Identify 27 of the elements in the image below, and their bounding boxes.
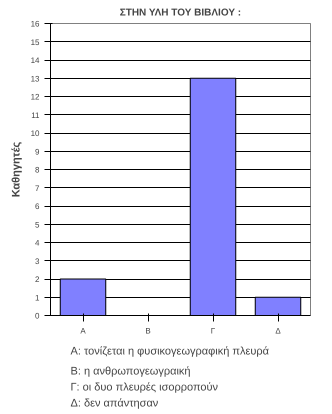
y-tick-label: 8 [35,166,40,174]
y-tick-label: 3 [35,256,40,266]
y-axis-title: Καθηγητές [10,141,23,198]
y-tick-label: 13 [30,74,40,84]
y-tick-label: 15 [30,38,40,47]
x-tick-label: Α [80,326,86,336]
x-tick-label: Β [145,326,151,336]
text: Α: τονίζεται η φυσικογεωγραφική πλευρά [70,346,270,358]
y-tick-label: 4 [35,238,40,248]
text: Β: η ανθρωπογεωγραική [70,366,191,378]
y-tick-label: 2 [35,275,40,284]
y-tick-label: 0 [35,312,40,320]
y-tick-label: 7 [35,184,40,193]
x-tick-label: Γ [210,326,216,336]
text: Γ: οι δυο πλευρές ισορροπούν [70,382,219,394]
y-tick-label: 5 [35,220,40,230]
y-tick-label: 6 [35,202,40,211]
y-tick-label: 1 [35,293,40,302]
y-tick-label: 12 [30,92,40,102]
y-tick-label: 9 [35,147,40,156]
chart-title: ΣΤΗΝ ΥΛΗ ΤΟΥ ΒΙΒΛΙΟΥ : [120,8,242,18]
y-tick-label: 11 [31,110,40,120]
y-tick-label: 16 [30,20,40,28]
text: Δ: δεν απάντησαν [70,398,159,410]
x-tick-label: Δ [275,326,282,336]
y-tick-label: 14 [30,56,40,65]
y-tick-label: 10 [30,129,40,138]
